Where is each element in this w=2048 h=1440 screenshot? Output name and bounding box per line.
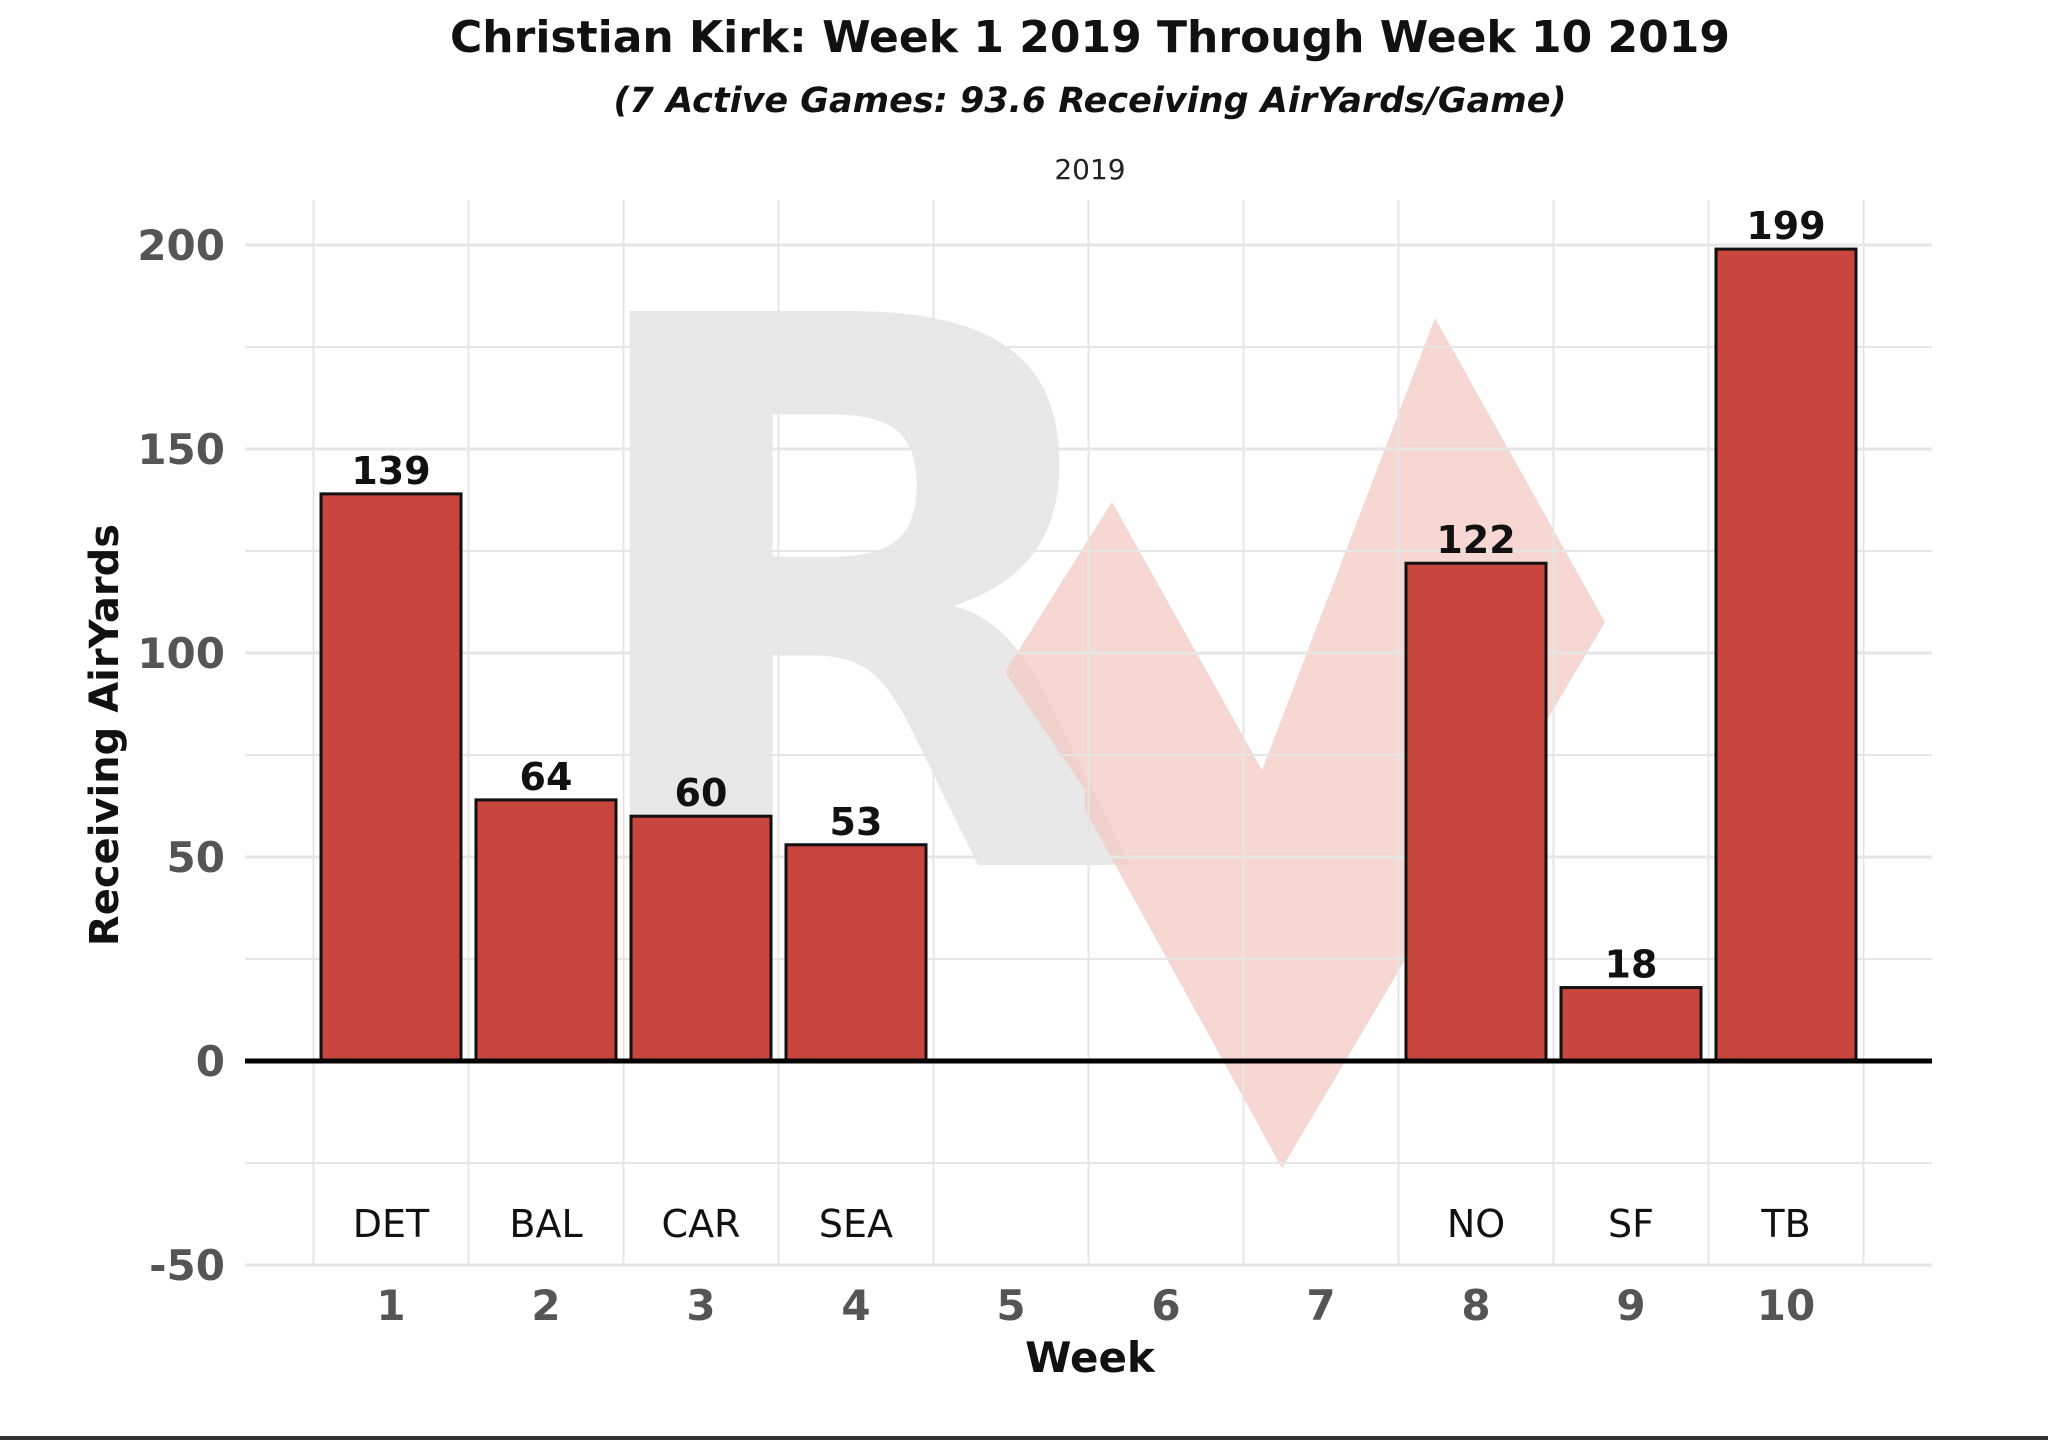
bottom-border	[0, 1436, 2048, 1440]
opponent-labels: DET BAL CAR SEA NO SF TB	[353, 1202, 1811, 1246]
y-tick-label: 100	[137, 629, 225, 678]
bar-value-label: 53	[830, 800, 883, 844]
x-tick-label: 2	[531, 1281, 560, 1330]
bar	[1559, 986, 1703, 1063]
x-tick-label: 3	[686, 1281, 715, 1330]
bars	[319, 247, 1858, 1063]
bar-value-label: 64	[520, 755, 573, 799]
x-tick-label: 4	[841, 1281, 870, 1330]
bar	[1714, 247, 1858, 1063]
chart-title: Christian Kirk: Week 1 2019 Through Week…	[450, 12, 1730, 63]
y-tick-label: 0	[196, 1037, 225, 1086]
bar	[1404, 561, 1548, 1063]
bar-value-label: 122	[1436, 518, 1515, 562]
opponent-label: SF	[1608, 1202, 1654, 1246]
opponent-label: CAR	[662, 1202, 741, 1246]
x-tick-label: 9	[1616, 1281, 1645, 1330]
bar-value-label: 199	[1746, 204, 1825, 248]
x-tick-label: 7	[1306, 1281, 1335, 1330]
bar-value-labels: 139 64 60 53 122 18 199	[351, 204, 1825, 986]
x-tick-label: 10	[1757, 1281, 1815, 1330]
bar	[629, 814, 773, 1063]
x-tick-label: 6	[1151, 1281, 1180, 1330]
bar-value-label: 60	[675, 771, 728, 815]
bar	[474, 798, 618, 1063]
x-axis-title: Week	[1025, 1333, 1156, 1382]
y-tick-label: 200	[137, 221, 225, 270]
x-tick-label: 1	[376, 1281, 405, 1330]
opponent-label: NO	[1447, 1202, 1505, 1246]
opponent-label: TB	[1760, 1202, 1810, 1246]
y-axis-ticks: -50 0 50 100 150 200	[137, 221, 225, 1290]
bar	[784, 843, 928, 1063]
bar	[319, 492, 463, 1063]
bar-value-label: 139	[351, 449, 430, 493]
chart-subtitle: (7 Active Games: 93.6 Receiving AirYards…	[614, 81, 1567, 121]
x-axis-ticks: 1 2 3 4 5 6 7 8 9 10	[376, 1281, 1815, 1330]
facet-label: 2019	[1054, 153, 1125, 186]
y-tick-label: -50	[149, 1241, 225, 1290]
y-tick-label: 150	[137, 425, 225, 474]
y-axis-title: Receiving AirYards	[82, 524, 128, 946]
opponent-label: DET	[353, 1202, 430, 1246]
x-tick-label: 5	[996, 1281, 1025, 1330]
y-tick-label: 50	[167, 833, 225, 882]
watermark-v-shape	[1005, 318, 1605, 1168]
opponent-label: BAL	[509, 1202, 582, 1246]
bar-value-label: 18	[1605, 943, 1658, 987]
grid	[245, 200, 1932, 1267]
x-tick-label: 8	[1461, 1281, 1490, 1330]
opponent-label: SEA	[819, 1202, 893, 1246]
